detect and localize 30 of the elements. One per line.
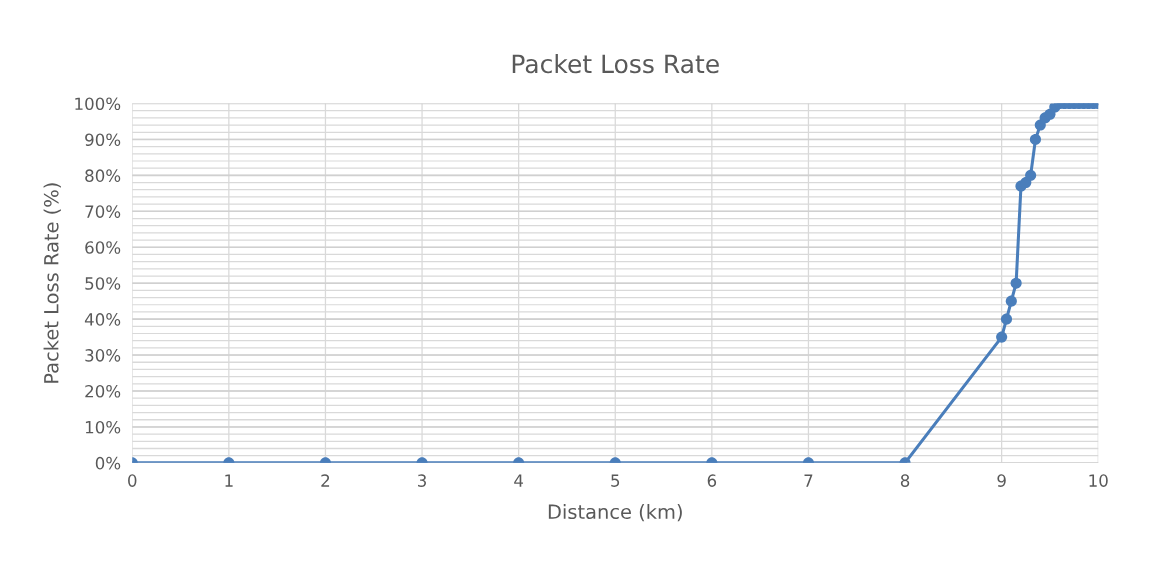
- y-tick-label: 30%: [85, 349, 121, 362]
- chart-title: Packet Loss Rate: [512, 53, 719, 74]
- x-axis-title: Distance (km): [548, 504, 682, 522]
- y-tick-label: 10%: [85, 420, 121, 434]
- y-tick-label: 80%: [85, 169, 121, 182]
- y-tick-label: 90%: [85, 133, 121, 147]
- point: [996, 331, 1008, 343]
- x-tick-label: 10: [1089, 474, 1108, 487]
- y-tick-label: 20%: [85, 384, 121, 398]
- x-tick-label: 6: [707, 474, 717, 487]
- x-tick-label: 7: [804, 474, 813, 487]
- x-tick-label: 2: [321, 474, 330, 487]
- point: [1005, 295, 1017, 307]
- x-tick-label: 1: [225, 474, 233, 487]
- y-tick-label: 40%: [84, 313, 121, 326]
- point: [1010, 277, 1022, 289]
- y-tick-label: 60%: [85, 241, 121, 254]
- point: [1025, 169, 1037, 181]
- point: [1000, 313, 1013, 325]
- y-axis-title: Packet Loss Rate (%): [43, 183, 61, 383]
- y-tick-label: 50%: [85, 277, 121, 290]
- y-tick-label: 100%: [75, 97, 121, 111]
- x-tick-label: 3: [418, 474, 427, 487]
- x-tick-label: 4: [514, 474, 524, 487]
- y-tick-label: 0%: [95, 456, 121, 470]
- x-tick-label: 5: [611, 474, 620, 487]
- x-tick-label: 0: [128, 474, 137, 487]
- x-tick-label: 8: [900, 474, 910, 487]
- y-tick-label: 70%: [85, 205, 121, 218]
- x-tick-label: 9: [997, 474, 1006, 487]
